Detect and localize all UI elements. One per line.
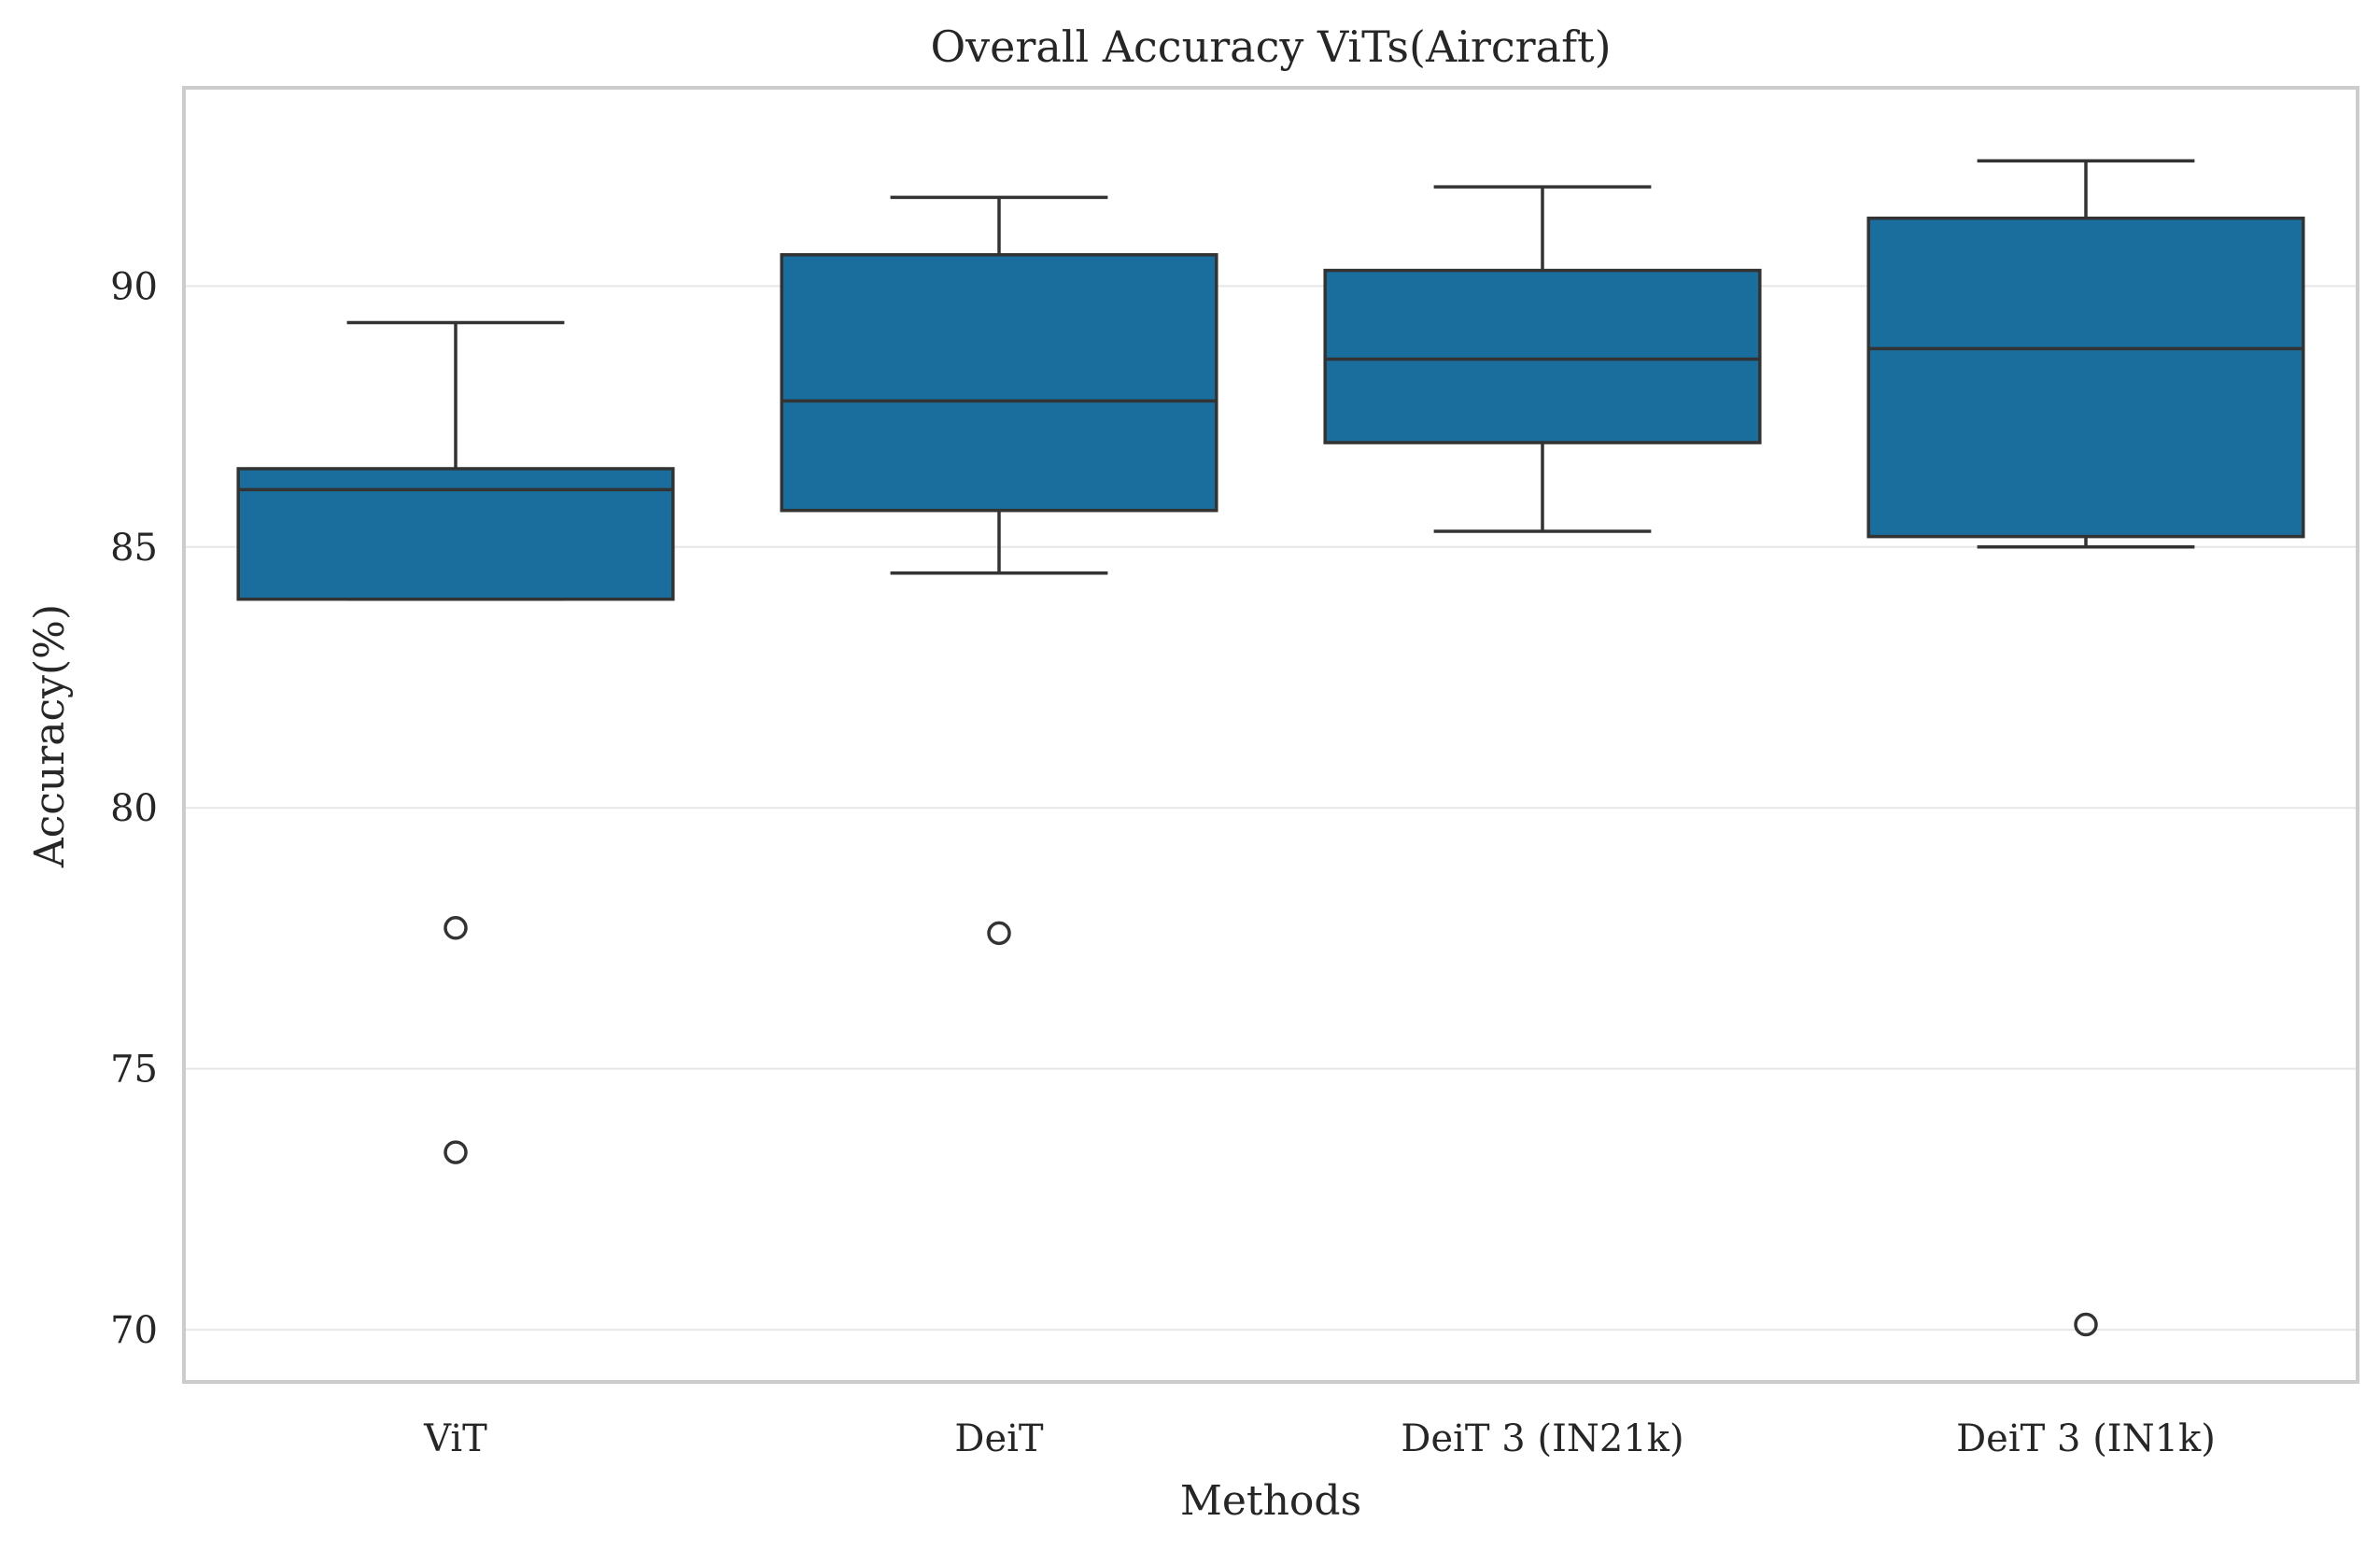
chart-title: Overall Accuracy ViTs(Aircraft) [930, 21, 1611, 72]
y-tick-label: 70 [110, 1309, 158, 1352]
box-iqr [1323, 268, 1762, 444]
box-iqr [1866, 216, 2305, 539]
boxes [236, 159, 2305, 1337]
x-tick-label: DeiT 3 (IN21k) [1401, 1417, 1683, 1460]
box-group [780, 195, 1218, 946]
x-tick-labels: ViT DeiT DeiT 3 (IN21k) DeiT 3 (IN1k) [423, 1417, 2216, 1460]
x-tick-label: DeiT 3 (IN1k) [1956, 1417, 2216, 1460]
y-tick-label: 85 [110, 527, 158, 570]
box-iqr [780, 253, 1218, 513]
y-axis-label: Accuracy(%) [26, 604, 74, 868]
y-tick-labels: 70 75 80 85 90 [110, 265, 158, 1352]
outlier-point [444, 1140, 468, 1164]
box-group [1323, 185, 1762, 533]
y-tick-label: 80 [110, 787, 158, 830]
y-tick-label: 90 [110, 265, 158, 308]
outlier-point [444, 916, 468, 940]
outlier-point [987, 921, 1011, 946]
x-tick-label: DeiT [954, 1417, 1044, 1460]
outlier-point [2074, 1312, 2098, 1337]
box-group [236, 320, 675, 1164]
y-tick-label: 75 [110, 1049, 158, 1092]
x-axis-label: Methods [1180, 1477, 1361, 1525]
box-group [1866, 159, 2305, 1337]
x-tick-label: ViT [423, 1417, 487, 1460]
plot-frame [182, 86, 2359, 1384]
